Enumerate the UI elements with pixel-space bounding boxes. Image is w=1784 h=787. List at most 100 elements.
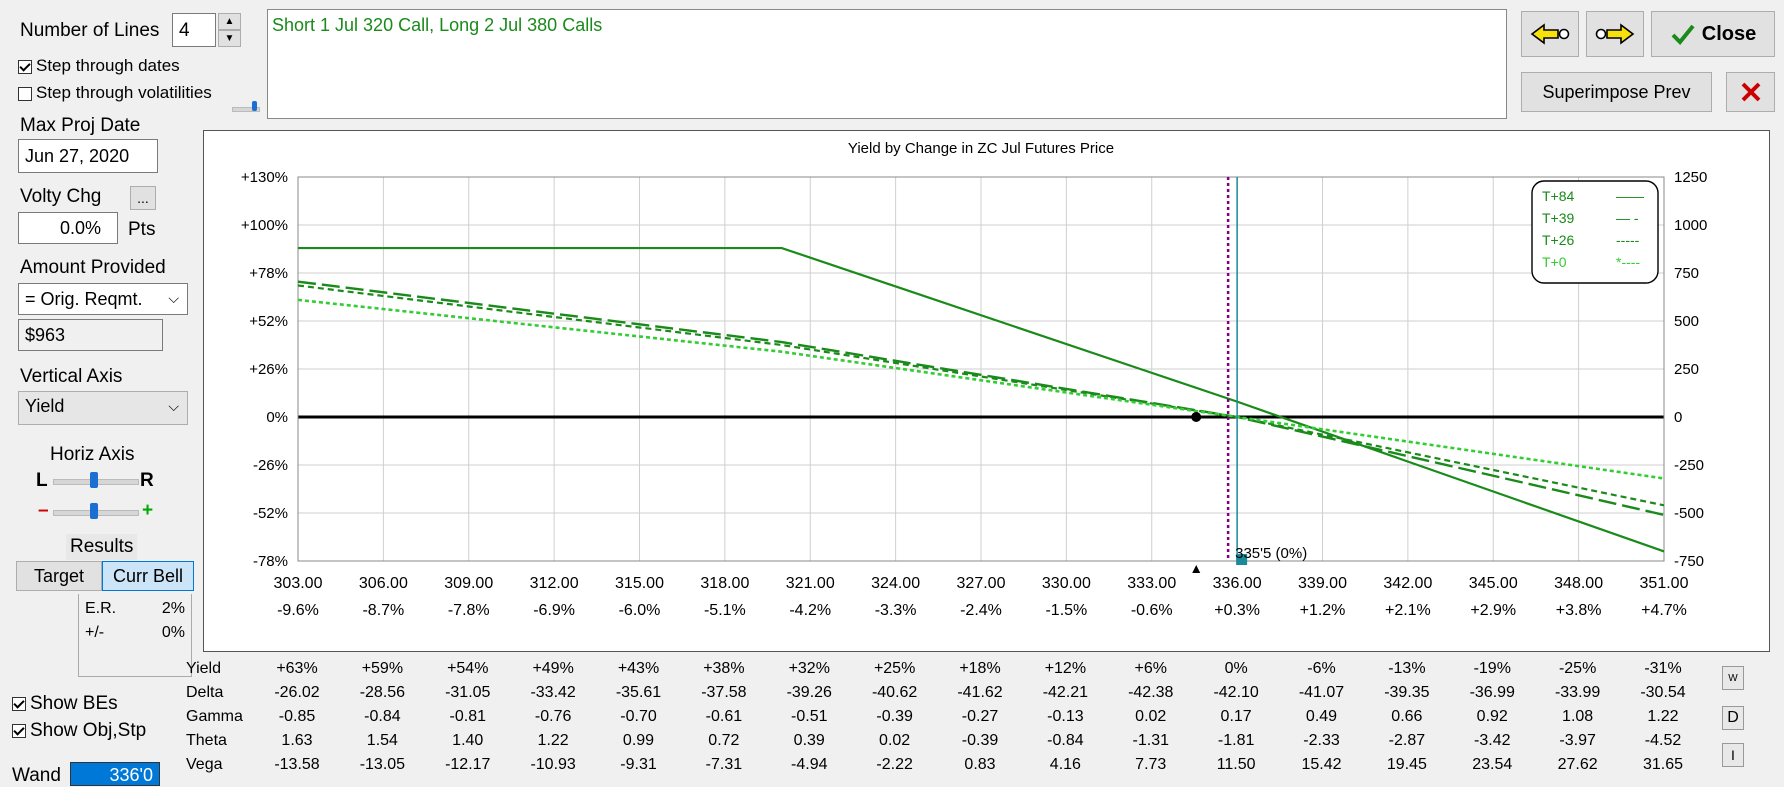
table-cell: -0.13 — [1047, 708, 1084, 725]
forward-button[interactable] — [1586, 11, 1644, 57]
max-proj-date-label: Max Proj Date — [20, 115, 141, 136]
vertical-axis-select[interactable]: Yield ⌵ — [18, 391, 188, 425]
mini-slider-thumb[interactable] — [252, 101, 257, 111]
legend-swatch: —— — [1616, 188, 1644, 204]
x-pct-tick-label: +3.8% — [1556, 602, 1602, 619]
x-pct-tick-label: -3.3% — [875, 602, 917, 619]
number-of-lines-spinner[interactable]: ▲ ▼ — [218, 13, 241, 47]
table-row: Theta 1.63 1.54 1.40 1.22 0.99 0.72 0.39 0.02 -0.… — [174, 732, 1704, 756]
step-vol-checkbox[interactable]: Step through volatilities — [18, 83, 212, 103]
close-button[interactable]: Close — [1651, 11, 1775, 57]
delete-button[interactable] — [1726, 72, 1775, 112]
table-cell: 0.83 — [964, 756, 996, 773]
table-cell: 19.45 — [1386, 756, 1427, 773]
table-cell: -3.42 — [1474, 732, 1511, 749]
checkbox-icon[interactable] — [18, 86, 32, 101]
legend-label: T+26 — [1542, 232, 1575, 248]
arrow-left-icon — [1530, 23, 1570, 45]
table-cell: 7.73 — [1135, 756, 1167, 773]
table-cell: 0.92 — [1476, 708, 1508, 725]
x-tick-label: 339.00 — [1298, 575, 1347, 592]
volty-chg-button[interactable]: ... — [130, 186, 156, 210]
x-tick-label: 345.00 — [1469, 575, 1518, 592]
table-cell: -1.31 — [1132, 732, 1169, 749]
x-tick-label: 309.00 — [444, 575, 493, 592]
series-line-tplus39 — [297, 280, 1665, 517]
table-d-button[interactable]: D — [1722, 706, 1744, 730]
chevron-down-icon[interactable]: ⌵ — [168, 398, 179, 414]
horiz-zoom-slider[interactable] — [53, 503, 139, 519]
x-tick-label: 336.00 — [1213, 575, 1262, 592]
table-cell: 1.54 — [366, 732, 398, 749]
y-right-tick-label: 250 — [1674, 361, 1699, 378]
x-pct-tick-label: +1.2% — [1300, 602, 1346, 619]
superimpose-prev-button[interactable]: Superimpose Prev — [1521, 72, 1712, 112]
close-label: Close — [1701, 22, 1757, 45]
wand-label: Wand — [12, 765, 61, 786]
volty-chg-unit: Pts — [128, 219, 156, 240]
table-cell: +38% — [703, 660, 745, 677]
row-label: Gamma — [186, 708, 243, 725]
table-cell: +32% — [788, 660, 830, 677]
checkmark-icon — [1671, 24, 1695, 45]
wand-input[interactable]: 336'0 — [70, 762, 160, 786]
table-cell: -6% — [1307, 660, 1336, 677]
checkbox-icon[interactable] — [12, 696, 26, 711]
table-cell: -1.81 — [1217, 732, 1255, 749]
amount-provided-select[interactable]: = Orig. Reqmt. ⌵ — [18, 283, 188, 315]
table-cell: 1.40 — [452, 732, 484, 749]
curr-bell-button[interactable]: Curr Bell — [102, 561, 194, 591]
horiz-minus-label: – — [38, 500, 49, 521]
spin-up-icon[interactable]: ▲ — [218, 13, 241, 30]
show-obj-checkbox[interactable]: Show Obj,Stp — [12, 720, 146, 742]
series-line-tplus26 — [297, 284, 1665, 507]
target-button[interactable]: Target — [16, 561, 102, 591]
spin-down-icon[interactable]: ▼ — [218, 30, 241, 47]
yield-chart[interactable]: Yield by Change in ZC Jul Futures Price 3… — [203, 130, 1770, 652]
checkbox-icon[interactable] — [12, 723, 26, 738]
vertical-axis-selected: Yield — [25, 396, 65, 416]
volty-chg-input[interactable]: 0.0% — [18, 212, 118, 244]
table-cell: -4.52 — [1644, 732, 1682, 749]
mini-slider[interactable] — [232, 101, 260, 112]
table-cell: -4.94 — [791, 756, 828, 773]
horiz-axis-label: Horiz Axis — [50, 444, 135, 465]
table-cell: 0.02 — [1135, 708, 1167, 725]
x-tick-label: 348.00 — [1554, 575, 1603, 592]
back-button[interactable] — [1521, 11, 1579, 57]
table-cell: -12.17 — [445, 756, 491, 773]
table-cell: -42.21 — [1042, 684, 1089, 701]
y-left-tick-label: -26% — [253, 457, 288, 474]
table-w-button[interactable]: W — [1722, 666, 1744, 690]
show-bes-checkbox[interactable]: Show BEs — [12, 693, 118, 715]
step-dates-checkbox[interactable]: Step through dates — [18, 56, 180, 76]
x-tick-label: 312.00 — [530, 575, 579, 592]
number-of-lines-input[interactable]: 4 — [172, 13, 216, 47]
table-cell: 0.02 — [879, 732, 911, 749]
table-cell: -19% — [1473, 660, 1511, 677]
max-proj-date-input[interactable]: Jun 27, 2020 — [18, 139, 158, 173]
description-box[interactable]: Short 1 Jul 320 Call, Long 2 Jul 380 Cal… — [267, 9, 1507, 119]
table-cell: -0.70 — [620, 708, 657, 725]
x-tick-label: 330.00 — [1042, 575, 1091, 592]
horiz-lr-thumb[interactable] — [90, 472, 98, 488]
table-cell: +6% — [1134, 660, 1167, 677]
table-i-button[interactable]: I — [1722, 743, 1744, 767]
x-pct-tick-label: -4.2% — [789, 602, 831, 619]
legend-box — [1531, 180, 1659, 284]
checkbox-icon[interactable] — [18, 59, 32, 74]
horiz-zoom-thumb[interactable] — [90, 503, 98, 519]
table-cell: -0.61 — [705, 708, 743, 725]
table-cell: -13% — [1388, 660, 1426, 677]
arrow-right-icon — [1595, 23, 1635, 45]
table-cell: -42.38 — [1128, 684, 1174, 701]
x-tick-label: 324.00 — [871, 575, 920, 592]
chart-svg[interactable]: Yield by Change in ZC Jul Futures Price 3… — [204, 131, 1769, 651]
table-cell: 23.54 — [1472, 756, 1513, 773]
table-cell: +63% — [276, 660, 318, 677]
table-cell: 0.66 — [1391, 708, 1423, 725]
chevron-down-icon[interactable]: ⌵ — [168, 290, 179, 306]
breakeven-dot — [1191, 412, 1202, 422]
horiz-lr-slider[interactable] — [53, 472, 139, 488]
table-cell: +49% — [532, 660, 574, 677]
